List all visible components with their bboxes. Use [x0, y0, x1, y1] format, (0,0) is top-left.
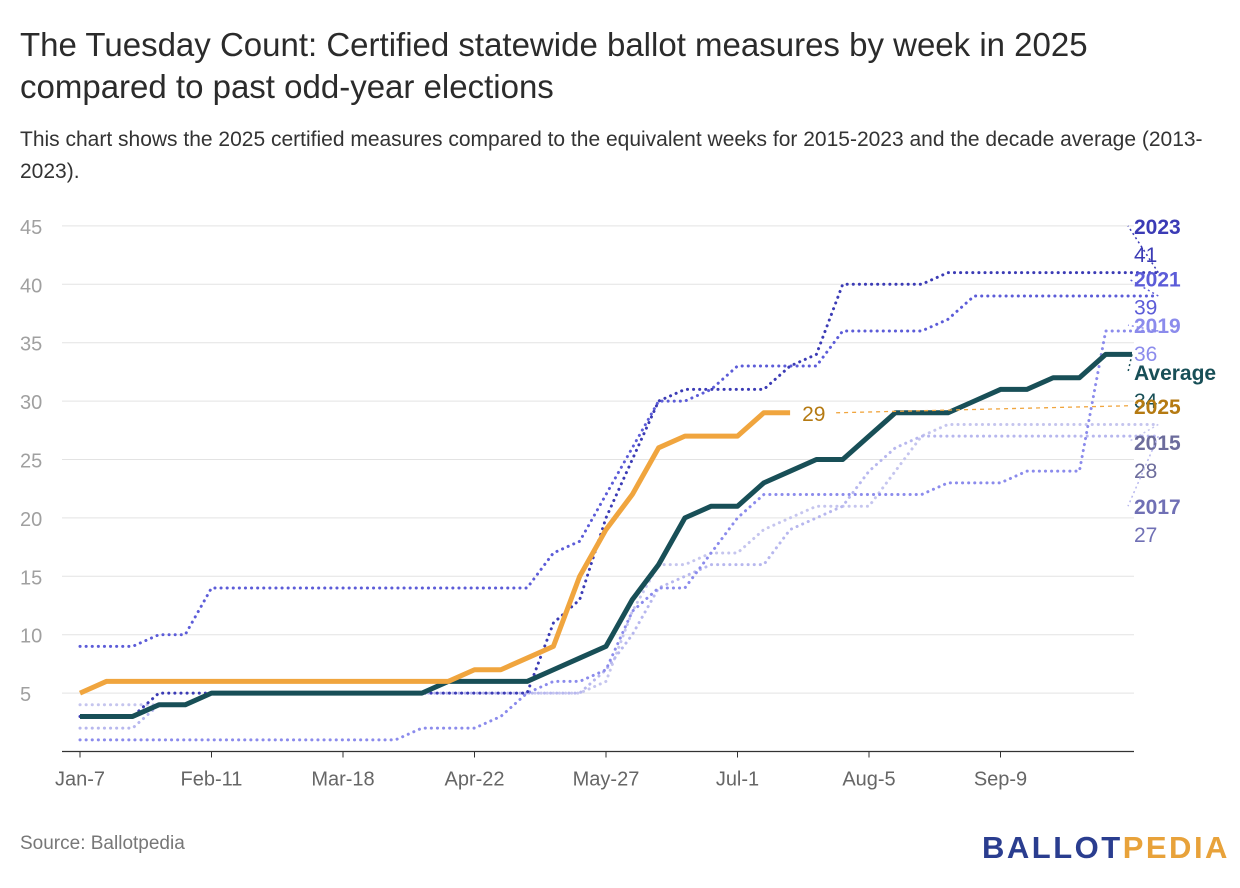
- series-end-value-2017: 27: [1134, 524, 1157, 547]
- series-line-2023: [78, 271, 1160, 718]
- x-tick-label: Feb-11: [181, 769, 243, 791]
- series-end-value-average: 34: [1134, 390, 1158, 413]
- y-tick-label: 35: [20, 334, 42, 356]
- x-tick-label: Jan-7: [55, 769, 105, 791]
- y-tick-label: 20: [20, 509, 42, 531]
- x-tick-label: Sep-9: [974, 769, 1027, 791]
- series-name-label-2021: 2021: [1134, 268, 1181, 291]
- y-tick-label: 45: [20, 217, 42, 239]
- ballotpedia-logo[interactable]: BALLOTPEDIA: [982, 830, 1230, 866]
- y-tick-label: 25: [20, 451, 42, 473]
- series-connector-2015: [1127, 423, 1159, 443]
- series-line-2025: [78, 410, 791, 696]
- series-name-label-2017: 2017: [1134, 496, 1181, 519]
- y-tick-label: 40: [20, 275, 42, 297]
- logo-part-ballot: BALLOT: [982, 830, 1123, 865]
- y-tick-label: 15: [20, 567, 42, 589]
- series-connector-average: [1127, 354, 1133, 373]
- series-end-value-2025: 29: [802, 403, 825, 426]
- series-name-label-2019: 2019: [1134, 315, 1181, 338]
- x-tick-label: Aug-5: [842, 769, 895, 791]
- series-name-label-2025: 2025: [1134, 396, 1181, 419]
- series-name-label-2015: 2015: [1134, 432, 1181, 455]
- series-end-value-2015: 28: [1134, 460, 1157, 483]
- series-end-value-2021: 39: [1134, 296, 1157, 319]
- series-connector-2021: [1127, 277, 1159, 297]
- y-tick-label: 5: [20, 684, 31, 706]
- series-name-label-average: Average: [1134, 362, 1216, 385]
- source-note: Source: Ballotpedia: [20, 833, 185, 854]
- x-tick-label: Jul-1: [716, 769, 759, 791]
- series-end-value-2019: 36: [1134, 343, 1157, 366]
- series-line-2017: [78, 434, 1160, 730]
- y-tick-label: 30: [20, 392, 42, 414]
- logo-part-pedia: PEDIA: [1122, 830, 1230, 865]
- chart-title: The Tuesday Count: Certified statewide b…: [20, 26, 1088, 105]
- series-connector-2023: [1127, 225, 1159, 274]
- series-end-value-2023: 41: [1134, 244, 1157, 267]
- series-connector-2019: [1127, 324, 1159, 332]
- series-line-2021: [78, 294, 1160, 648]
- series-line-average: [80, 351, 1132, 719]
- series-line-2015: [78, 422, 1160, 707]
- x-tick-label: Mar-18: [311, 769, 374, 791]
- y-tick-label: 10: [20, 626, 42, 648]
- x-tick-label: May-27: [573, 769, 640, 791]
- series-name-label-2023: 2023: [1134, 216, 1181, 239]
- chart-subtitle: This chart shows the 2025 certified meas…: [20, 128, 1203, 183]
- x-tick-label: Apr-22: [444, 769, 504, 791]
- series-connector-2025: [836, 405, 1129, 414]
